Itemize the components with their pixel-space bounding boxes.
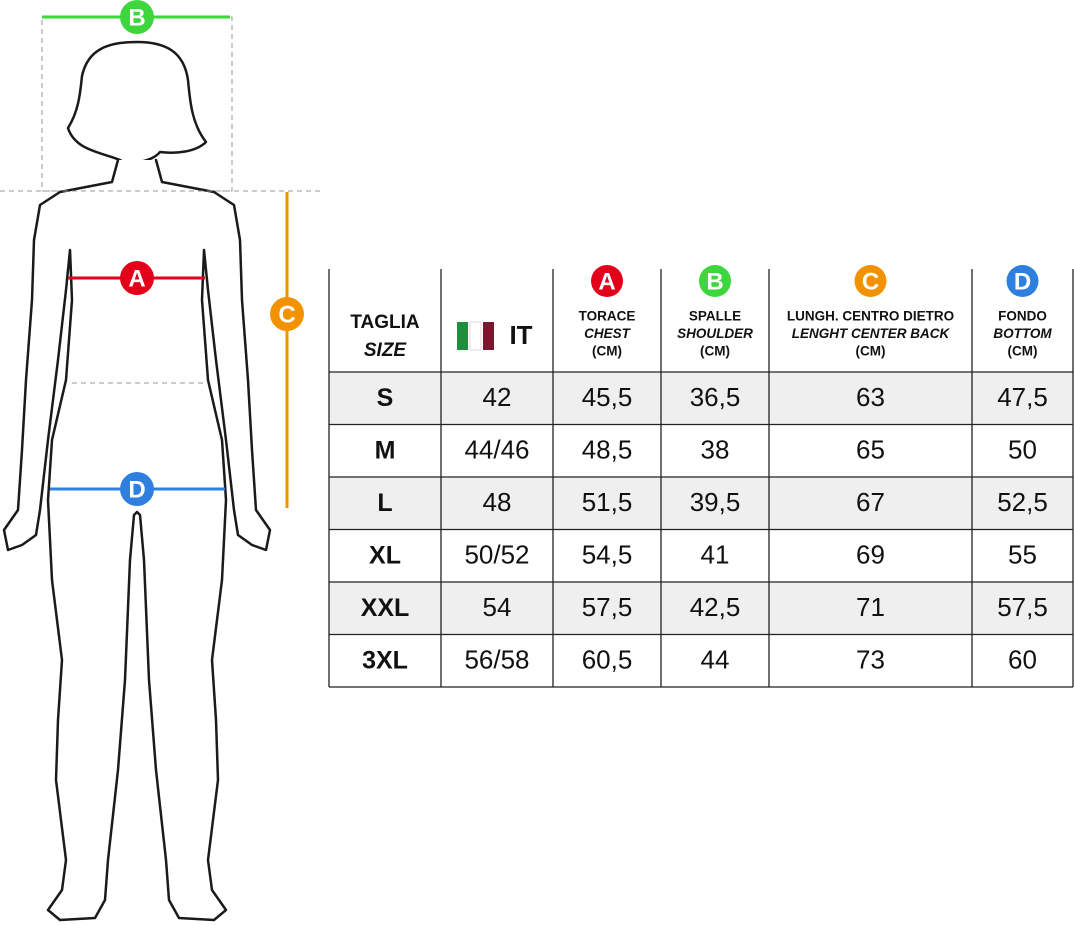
cell-value: 50/52: [464, 540, 529, 570]
row-stripe: [329, 582, 1073, 635]
cell-value: 69: [856, 540, 885, 570]
row-stripe: [329, 477, 1073, 530]
size-label: XL: [369, 541, 401, 569]
marker-label: D: [128, 476, 145, 503]
flag-green: [457, 322, 468, 350]
cell-value: 38: [701, 435, 730, 465]
marker-a: [120, 261, 154, 295]
body-figure: A B C D: [0, 0, 320, 922]
cell-value: 45,5: [582, 382, 633, 412]
marker-d: [120, 472, 154, 506]
size-label: S: [377, 384, 394, 412]
marker-label: B: [128, 4, 145, 31]
header-text: SIZE: [364, 340, 408, 361]
cell-value: 50: [1008, 435, 1037, 465]
cell-value: 57,5: [582, 592, 633, 622]
header-text: LUNGH. CENTRO DIETRO: [787, 309, 954, 324]
cell-value: 54,5: [582, 540, 633, 570]
header-text: (CM): [856, 344, 886, 359]
size-label: M: [375, 436, 396, 464]
marker-label: C: [278, 301, 295, 328]
header-marker-label: B: [706, 268, 723, 295]
marker-b: [120, 0, 154, 34]
header-text: BOTTOM: [993, 326, 1052, 341]
silhouette-body: [2, 158, 272, 922]
cell-value: 48,5: [582, 435, 633, 465]
header-marker: [1006, 265, 1039, 297]
header-marker-label: D: [1014, 268, 1031, 295]
header-text: SPALLE: [689, 309, 741, 324]
cell-value: 57,5: [997, 592, 1048, 622]
cell-value: 73: [856, 645, 885, 675]
cell-value: 41: [701, 540, 730, 570]
header-label: IT: [509, 320, 532, 350]
cell-value: 54: [483, 592, 512, 622]
size-label: 3XL: [362, 646, 408, 674]
cell-value: 47,5: [997, 382, 1048, 412]
cell-value: 65: [856, 435, 885, 465]
size-label: L: [377, 489, 392, 517]
header-marker: [591, 265, 623, 297]
flag-white: [469, 321, 482, 351]
header-marker: [854, 265, 887, 297]
size-table: TAGLIA SIZE IT A TORACE CHEST (CM) B SPALLE SHOUL…: [328, 265, 1074, 688]
cell-value: 44/46: [464, 435, 529, 465]
cell-value: 63: [856, 382, 885, 412]
cell-value: 71: [856, 592, 885, 622]
cell-value: 52,5: [997, 487, 1048, 517]
marker-c: [270, 297, 304, 331]
header-text: TAGLIA: [350, 312, 420, 333]
cell-value: 56/58: [464, 645, 529, 675]
cell-value: 36,5: [690, 382, 741, 412]
cell-value: 60,5: [582, 645, 633, 675]
size-label: XXL: [361, 594, 410, 622]
cell-value: 39,5: [690, 487, 741, 517]
header-text: (CM): [592, 344, 622, 359]
marker-label: A: [128, 265, 145, 292]
row-stripe: [329, 372, 1073, 425]
header-marker-label: A: [598, 268, 615, 295]
header-text: LENGHT CENTER BACK: [792, 326, 951, 341]
cell-value: 51,5: [582, 487, 633, 517]
header-text: (CM): [700, 344, 730, 359]
cell-value: 48: [483, 487, 512, 517]
cell-value: 42,5: [690, 592, 741, 622]
header-text: FONDO: [998, 309, 1047, 324]
cell-value: 55: [1008, 540, 1037, 570]
flag-red: [483, 322, 494, 350]
header-text: CHEST: [584, 326, 632, 341]
cell-value: 60: [1008, 645, 1037, 675]
cell-value: 42: [483, 382, 512, 412]
header-text: TORACE: [579, 309, 636, 324]
cell-value: 44: [701, 645, 730, 675]
header-text: (CM): [1008, 344, 1038, 359]
header-marker-label: C: [862, 268, 879, 295]
header-text: SHOULDER: [677, 326, 753, 341]
cell-value: 67: [856, 487, 885, 517]
silhouette-head: [66, 40, 208, 164]
header-marker: [699, 265, 731, 297]
